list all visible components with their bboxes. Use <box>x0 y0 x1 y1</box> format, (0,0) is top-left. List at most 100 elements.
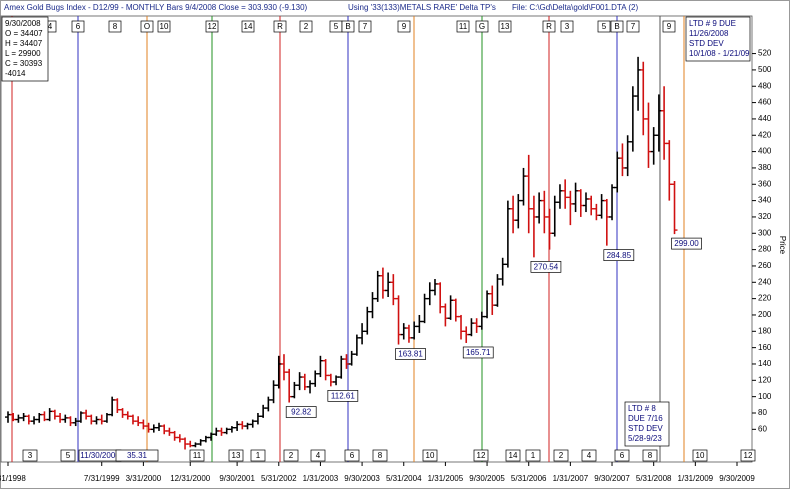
x-tick-label: 9/30/2005 <box>469 474 505 483</box>
top-marker: B <box>614 22 619 31</box>
marker-box <box>642 449 658 462</box>
value-label-box <box>603 249 635 262</box>
marker-box <box>473 449 489 462</box>
ltd9-box-line: 11/26/2008 <box>689 29 729 38</box>
value-label: 284.85 <box>607 251 632 260</box>
top-marker: 10 <box>160 22 169 31</box>
bottom-marker: 12 <box>477 451 486 460</box>
y-tick-label: 120 <box>758 375 772 384</box>
marker-box <box>610 20 624 33</box>
value-label: 270.54 <box>534 262 559 271</box>
value-label-box <box>671 237 702 250</box>
y-axis-title: Price <box>778 236 787 255</box>
top-marker: 13 <box>501 22 510 31</box>
marker-box <box>189 449 205 462</box>
y-tick-label: 420 <box>758 130 772 139</box>
y-tick-label: 380 <box>758 163 772 172</box>
file-label: File: C:\Gd\Delta\gold\F001.DTA (2) <box>512 3 638 12</box>
y-tick-label: 160 <box>758 343 772 352</box>
value-label: 112.61 <box>331 391 355 400</box>
top-marker: 6 <box>76 22 81 31</box>
marker-box <box>456 20 470 33</box>
bottom-marker: 14 <box>509 451 518 460</box>
bottom-marker: 4 <box>316 451 321 460</box>
x-tick-label: 9/30/2009 <box>719 474 755 483</box>
info-box-line: C = 30393 <box>5 59 43 68</box>
bottom-marker: 8 <box>648 451 653 460</box>
top-marker: 12 <box>208 22 217 31</box>
value-label-box <box>327 390 359 402</box>
marker-box <box>22 449 38 462</box>
marker-box <box>498 20 512 33</box>
top-marker: 11 <box>459 22 468 31</box>
ltd9-box <box>685 16 751 62</box>
bottom-marker: 10 <box>696 451 705 460</box>
value-label-box <box>285 406 317 418</box>
y-tick-label: 220 <box>758 294 772 303</box>
info-box <box>1 16 49 82</box>
marker-box <box>505 449 521 462</box>
bottom-marker: 12 <box>744 451 753 460</box>
y-tick-label: 200 <box>758 310 772 319</box>
x-tick-label: 1/31/1998 <box>0 474 26 483</box>
y-tick-label: 400 <box>758 147 772 156</box>
marker-box <box>560 20 574 33</box>
marker-box <box>553 449 569 462</box>
bottom-marker: 1 <box>256 451 261 460</box>
marker-box <box>341 20 355 33</box>
bottom-marker: 6 <box>350 451 355 460</box>
x-tick-label: 1/31/2007 <box>553 474 589 483</box>
y-tick-label: 300 <box>758 228 772 237</box>
y-tick-label: 440 <box>758 114 772 123</box>
y-tick-label: 320 <box>758 212 772 221</box>
marker-box <box>692 449 708 462</box>
marker-box <box>740 449 756 462</box>
bottom-marker: 4 <box>587 451 592 460</box>
top-marker: 5 <box>602 22 607 31</box>
bottom-marker: 1 <box>531 451 536 460</box>
x-tick-label: 9/30/2001 <box>219 474 255 483</box>
subtitle: Using '33(133)METALS RARE' Delta TP's <box>348 3 496 12</box>
marker-box <box>273 20 287 33</box>
bottom-marker: 11 <box>193 451 202 460</box>
value-label-box <box>530 260 562 273</box>
marker-box <box>662 20 676 33</box>
marker-box <box>581 449 597 462</box>
x-tick-label: 12/31/2000 <box>170 474 211 483</box>
marker-box <box>614 449 630 462</box>
y-tick-label: 500 <box>758 65 772 74</box>
bottom-marker: 8 <box>378 451 383 460</box>
bottom-marker: 3 <box>28 451 33 460</box>
marker-box <box>140 20 154 33</box>
top-marker: 7 <box>631 22 636 31</box>
y-tick-label: 340 <box>758 196 772 205</box>
bottom-marker: 11/30/2000 <box>80 451 120 460</box>
bottom-marker: 10 <box>426 451 435 460</box>
marker-box <box>597 20 611 33</box>
value-label-box <box>395 348 426 360</box>
info-box-line: -4014 <box>5 69 26 78</box>
top-marker: 5 <box>334 22 339 31</box>
top-marker: 3 <box>565 22 570 31</box>
info-box-line: H = 34407 <box>5 39 43 48</box>
top-marker: 8 <box>113 22 118 31</box>
marker-box <box>205 20 219 33</box>
chart-title: Amex Gold Bugs Index - D12/99 - MONTHLY … <box>4 3 308 12</box>
marker-box <box>372 449 388 462</box>
marker-box <box>299 20 313 33</box>
x-tick-label: 3/31/2000 <box>126 474 162 483</box>
plot-area <box>0 15 753 463</box>
top-marker: 14 <box>244 22 253 31</box>
top-marker: O <box>144 22 150 31</box>
marker-box <box>228 449 244 462</box>
x-tick-label: 5/31/2006 <box>511 474 547 483</box>
top-marker: 7 <box>363 22 368 31</box>
marker-box <box>108 20 122 33</box>
ltd9-box-line: LTD # 9 DUE <box>689 19 736 28</box>
marker-box <box>283 449 299 462</box>
ltd8-box-line: STD DEV <box>628 424 663 433</box>
marker-box <box>475 20 489 33</box>
marker-box <box>344 449 360 462</box>
x-tick-label: 9/30/2003 <box>344 474 380 483</box>
y-tick-label: 180 <box>758 326 772 335</box>
